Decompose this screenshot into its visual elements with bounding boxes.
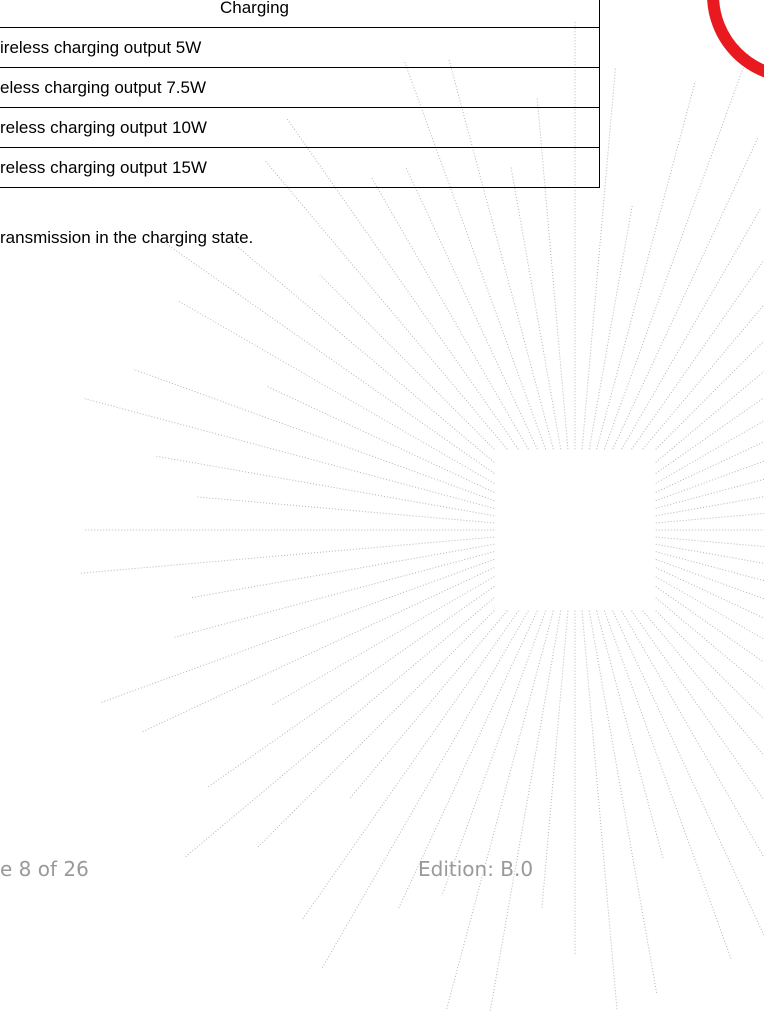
watermark-ray [448,59,554,450]
watermark-ray [655,512,764,524]
watermark-ray [271,576,495,706]
watermark-ray [655,543,764,564]
watermark-ray [642,610,764,757]
watermark-ray [84,398,495,509]
watermark-ray [172,551,495,639]
table-row: reless charging output 15W [0,148,600,188]
watermark-ray [349,610,508,799]
watermark-ray [405,167,538,450]
watermark-ray [655,558,764,600]
watermark-ray [655,597,764,690]
table-row: eless charging output 7.5W [0,68,600,108]
watermark-ray [157,237,495,474]
watermark-ray [183,597,495,859]
edition: Edition: B.0 [418,857,534,881]
watermark-ray [588,203,633,450]
page-number: e 8 of 26 [0,857,89,881]
watermark-ray [510,166,562,450]
watermark-ray [655,586,764,663]
watermark-ray [178,300,495,484]
watermark-ray [190,543,495,599]
watermark-ray [655,536,764,548]
watermark-ray [446,610,554,1010]
watermark-ray [655,397,764,474]
watermark-ray [398,610,538,909]
watermark-ray [655,420,764,484]
watermark-ray [655,370,764,463]
watermark-ray [603,51,750,450]
watermark-ray [655,340,764,450]
watermark-ray [256,610,495,849]
watermark-ray [267,386,495,493]
table-row: reless charging output 10W [0,108,600,148]
watermark-ray [621,208,761,450]
radial-watermark [80,21,764,1011]
watermark-ray [655,567,764,619]
watermark-ray [596,80,696,450]
watermark-ray [403,59,547,450]
watermark-ray [612,137,759,450]
watermark-ray [655,610,764,720]
watermark-ray [197,496,495,524]
watermark-ray [99,558,495,704]
watermark-ray [612,610,764,937]
seal-stamp [707,0,764,78]
watermark-ray [155,455,495,517]
watermark-ray [642,303,764,450]
watermark-ray [588,610,658,994]
watermark-ray [541,610,569,909]
watermark-ray [264,159,508,450]
watermark-ray [655,460,764,502]
watermark-ray [236,245,495,463]
body-text: ransmission in the charging state. [0,228,254,247]
watermark-ray [132,368,495,502]
watermark-ray [536,96,569,450]
watermark-ray [581,68,616,450]
watermark-ray [655,576,764,640]
watermark-ray [596,610,664,859]
table-row: ireless charging output 5W [0,28,600,68]
table-header: Charging [0,0,600,28]
watermark-ray [321,610,529,969]
watermark-ray [655,551,764,582]
watermark-ray [319,274,495,450]
watermark-ray [603,610,732,960]
watermark-ray [142,567,495,733]
watermark-ray [286,117,519,450]
watermark-ray [631,259,764,450]
watermark-ray [370,176,529,450]
watermark-ray [581,610,618,1011]
watermark-ray [80,536,495,574]
watermark-ray [621,610,764,859]
watermark-ray [441,610,547,896]
watermark-ray [655,496,764,517]
watermark-ray [631,610,764,801]
